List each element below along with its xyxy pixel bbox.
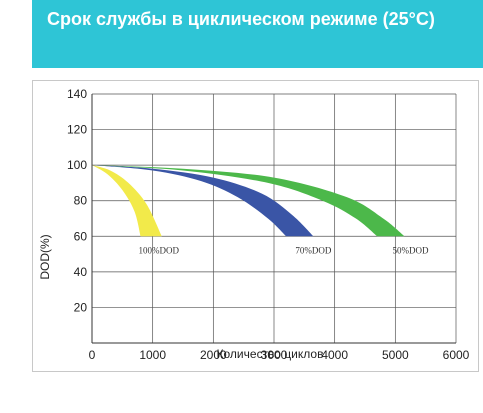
chart-bands	[92, 165, 405, 237]
band-100pct-dod	[92, 165, 162, 237]
x-tick-label: 4000	[321, 348, 348, 362]
x-tick-label: 1000	[139, 348, 166, 362]
y-tick-label: 20	[74, 300, 88, 314]
y-tick-label: 60	[74, 229, 88, 243]
x-tick-label: 3000	[261, 348, 288, 362]
x-tick-label: 0	[89, 348, 96, 362]
chart-ticks: 0 1000 2000 3000 4000 5000 6000 20 40 60 80 100 120 1…	[67, 87, 470, 362]
band-70pct-dod	[92, 165, 314, 237]
series-label: 50%DOD	[393, 246, 429, 256]
dod-cycle-life-chart: 0 1000 2000 3000 4000 5000 6000 20 40 60 80 100 120 1…	[38, 87, 470, 362]
chart-grid	[92, 93, 457, 343]
x-tick-label: 6000	[443, 348, 470, 362]
page-header: Срок службы в циклическом режиме (25°С)	[32, 0, 483, 68]
series-label: 70%DOD	[295, 246, 331, 256]
y-tick-label: 80	[74, 194, 88, 208]
page-title: Срок службы в циклическом режиме (25°С)	[47, 9, 435, 29]
chart-frame: 0 1000 2000 3000 4000 5000 6000 20 40 60 80 100 120 1…	[32, 80, 479, 372]
chart-axes	[91, 94, 456, 344]
x-tick-label: 2000	[200, 348, 227, 362]
y-tick-label: 120	[67, 123, 87, 137]
chart-annotations: 100%DOD 70%DOD 50%DOD	[138, 246, 429, 256]
x-tick-label: 5000	[382, 348, 409, 362]
series-label: 100%DOD	[138, 246, 179, 256]
x-axis-label: Количество циклов	[217, 347, 324, 361]
y-tick-label: 140	[67, 87, 87, 101]
band-50pct-dod	[92, 165, 405, 237]
y-tick-label: 40	[74, 265, 88, 279]
y-axis-label: DOD(%)	[38, 234, 52, 279]
y-tick-label: 100	[67, 158, 87, 172]
